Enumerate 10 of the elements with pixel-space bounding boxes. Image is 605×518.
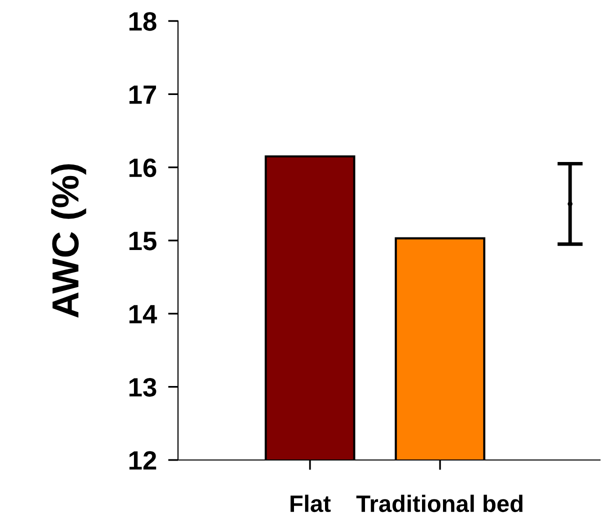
y-tick-label: 13 (129, 378, 156, 397)
y-tick-label: 14 (129, 305, 158, 324)
x-tick-label: Traditional bed (356, 494, 522, 512)
y-tick-label: 12 (129, 451, 156, 470)
y-tick-label: 17 (129, 86, 156, 104)
y-tick-label: 18 (129, 12, 156, 31)
x-tick-label: Flat (290, 494, 331, 512)
y-axis-title: AWC (%) (51, 164, 86, 318)
y-tick-label: 15 (129, 232, 156, 250)
y-tick-label: 16 (129, 158, 156, 178)
